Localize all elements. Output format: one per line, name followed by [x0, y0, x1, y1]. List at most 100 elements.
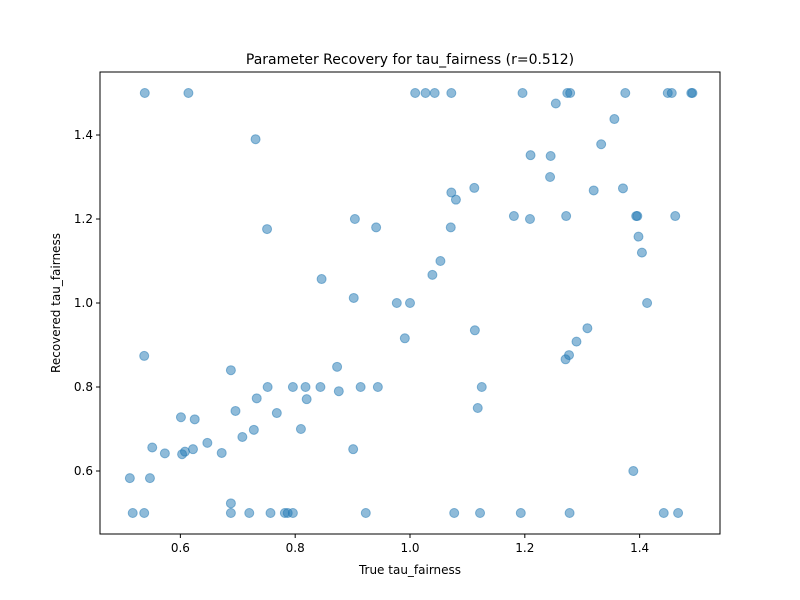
- data-point: [360, 508, 371, 518]
- data-point: [642, 298, 653, 308]
- data-point: [658, 508, 669, 518]
- data-point: [666, 88, 677, 98]
- data-point: [237, 431, 248, 442]
- data-point: [633, 231, 644, 242]
- chart-title: Parameter Recovery for tau_fairness (r=0…: [246, 52, 574, 68]
- data-point: [435, 256, 446, 266]
- data-point: [469, 182, 480, 193]
- data-point: [300, 382, 311, 392]
- y-axis-ticks: 0.6 0.8 1.0 1.2 1.4: [74, 128, 100, 478]
- data-point: [446, 187, 457, 198]
- y-tick-label: 1.2: [74, 212, 93, 226]
- data-point: [333, 386, 344, 397]
- data-point: [216, 447, 227, 458]
- data-point: [124, 473, 135, 484]
- data-point: [250, 134, 261, 145]
- data-point: [561, 211, 572, 222]
- data-point: [287, 382, 298, 392]
- data-point: [230, 405, 241, 416]
- data-point: [316, 274, 327, 285]
- data-point: [225, 498, 236, 509]
- data-point: [420, 88, 431, 98]
- y-tick-label: 0.8: [74, 380, 93, 394]
- data-point: [617, 183, 628, 194]
- x-axis-ticks: 0.6 0.8 1.0 1.2 1.4: [171, 534, 649, 555]
- data-point: [636, 247, 647, 258]
- x-tick-label: 0.6: [171, 541, 190, 555]
- data-point: [244, 508, 255, 518]
- data-point: [565, 88, 576, 98]
- data-point: [524, 214, 535, 224]
- data-point: [189, 414, 200, 425]
- data-point: [159, 448, 170, 459]
- data-point: [525, 150, 536, 161]
- data-point: [564, 508, 575, 518]
- data-point: [225, 365, 236, 376]
- data-point: [139, 508, 150, 518]
- data-point: [429, 88, 440, 98]
- data-point: [271, 408, 282, 419]
- data-point: [332, 361, 343, 372]
- data-point: [225, 508, 236, 518]
- data-point: [472, 403, 483, 413]
- data-point: [248, 424, 259, 435]
- data-point: [371, 222, 382, 233]
- data-point: [405, 298, 415, 308]
- points-layer: [124, 88, 698, 518]
- data-point: [262, 382, 273, 392]
- x-tick-label: 1.4: [630, 541, 649, 555]
- data-point: [139, 88, 150, 98]
- data-point: [349, 214, 360, 224]
- data-point: [144, 473, 155, 484]
- data-point: [517, 88, 528, 98]
- y-axis-label: Recovered tau_fairness: [49, 233, 63, 373]
- data-point: [476, 382, 487, 392]
- data-point: [620, 88, 631, 98]
- x-axis-label: True tau_fairness: [358, 563, 461, 577]
- data-point: [582, 323, 593, 334]
- data-point: [355, 382, 366, 392]
- data-point: [475, 508, 486, 518]
- data-point: [301, 394, 312, 405]
- data-point: [175, 412, 186, 423]
- x-tick-label: 0.8: [286, 541, 305, 555]
- data-point: [202, 437, 213, 448]
- data-point: [687, 88, 698, 98]
- data-point: [251, 393, 262, 404]
- data-point: [295, 424, 306, 434]
- data-point: [670, 211, 681, 222]
- data-point: [315, 382, 326, 392]
- data-point: [588, 185, 599, 196]
- data-point: [147, 442, 158, 453]
- data-point: [287, 508, 298, 518]
- data-point: [632, 211, 643, 222]
- data-point: [177, 449, 188, 460]
- data-point: [127, 508, 138, 518]
- data-point: [410, 88, 421, 98]
- data-point: [348, 292, 359, 303]
- data-point: [139, 350, 150, 361]
- data-point: [372, 382, 383, 392]
- data-point: [571, 336, 582, 347]
- data-point: [673, 508, 684, 518]
- data-point: [596, 139, 607, 150]
- x-tick-label: 1.2: [515, 541, 534, 555]
- data-point: [445, 222, 456, 233]
- data-point: [550, 98, 561, 109]
- data-point: [262, 224, 273, 235]
- data-point: [399, 333, 410, 344]
- data-point: [183, 88, 194, 98]
- data-point: [446, 88, 457, 98]
- data-point: [427, 269, 438, 280]
- data-point: [348, 444, 359, 455]
- data-point: [628, 466, 639, 476]
- data-point: [508, 211, 519, 222]
- data-point: [469, 325, 480, 336]
- data-point: [545, 172, 556, 182]
- y-tick-label: 1.4: [74, 128, 93, 142]
- data-point: [391, 298, 402, 308]
- data-point: [545, 151, 556, 161]
- data-point: [560, 354, 571, 365]
- x-tick-label: 1.0: [400, 541, 419, 555]
